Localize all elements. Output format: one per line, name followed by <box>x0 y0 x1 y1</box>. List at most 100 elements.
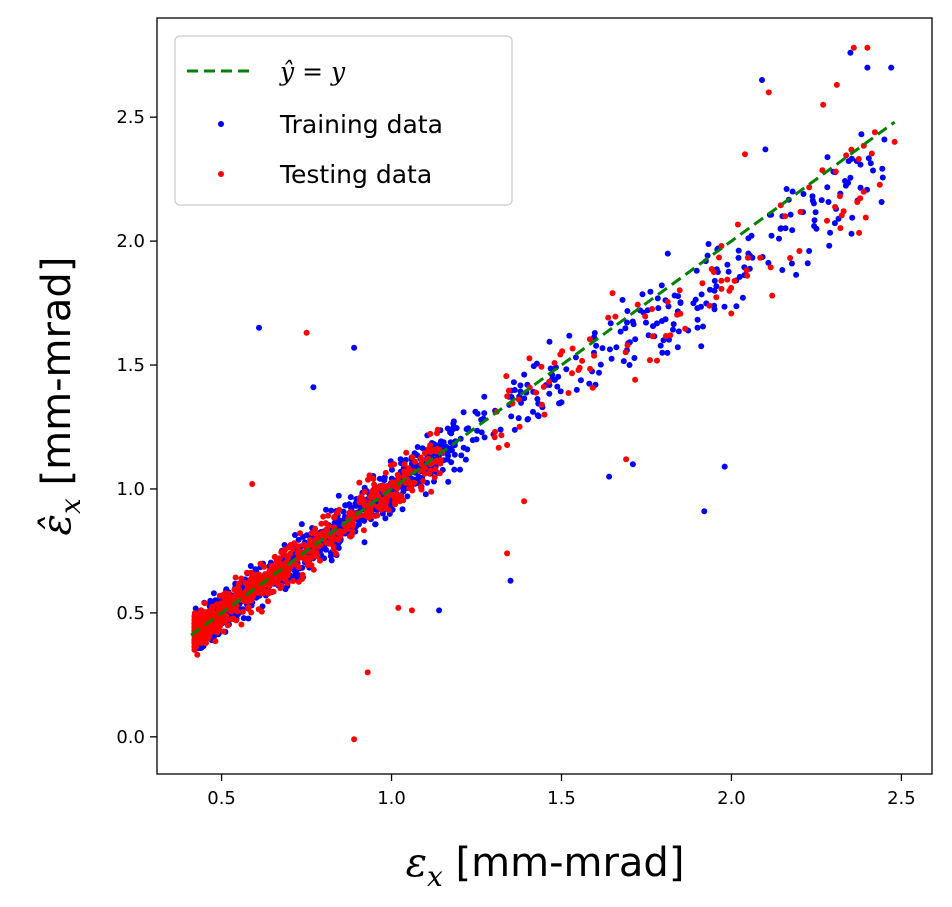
training-point <box>546 338 553 345</box>
testing-point <box>192 644 199 650</box>
testing-point <box>310 566 317 573</box>
testing-point <box>299 571 306 578</box>
training-point <box>813 225 820 232</box>
testing-point <box>331 514 338 521</box>
testing-point <box>392 501 399 508</box>
training-point <box>481 393 488 400</box>
training-point <box>643 319 649 326</box>
training-point <box>335 492 342 499</box>
testing-point <box>265 590 272 597</box>
testing-point <box>505 387 512 394</box>
testing-point <box>400 497 407 504</box>
training-point <box>256 324 262 331</box>
training-point <box>704 252 711 259</box>
training-point <box>735 247 742 254</box>
training-point <box>694 324 701 331</box>
training-point <box>361 539 368 546</box>
training-point <box>292 532 298 538</box>
training-point <box>517 382 524 389</box>
testing-point <box>713 294 720 301</box>
training-point <box>361 517 368 524</box>
testing-point <box>504 442 511 448</box>
training-point <box>252 566 259 573</box>
training-point <box>624 308 631 314</box>
testing-point <box>221 614 228 621</box>
testing-point <box>589 384 596 391</box>
training-point <box>848 155 855 162</box>
testing-point <box>268 562 275 569</box>
testing-point <box>395 495 402 502</box>
legend-testing-label: Testing data <box>279 160 432 189</box>
testing-point <box>228 608 235 615</box>
testing-point <box>667 332 674 339</box>
svg-text:εx [mm-mrad]: εx [mm-mrad] <box>406 840 685 893</box>
training-point <box>460 444 467 451</box>
training-point <box>677 300 684 306</box>
testing-point <box>307 536 314 543</box>
training-point <box>864 64 871 71</box>
testing-point <box>431 474 438 481</box>
axes-frame <box>156 17 933 775</box>
testing-point <box>649 333 656 340</box>
testing-point <box>716 254 722 261</box>
training-point <box>593 342 600 349</box>
training-point <box>510 379 517 386</box>
testing-point <box>224 597 231 604</box>
testing-point <box>516 423 523 430</box>
testing-point <box>225 591 231 598</box>
testing-point <box>491 434 498 441</box>
training-point <box>806 248 813 254</box>
testing-point <box>308 530 315 537</box>
testing-point <box>394 471 401 478</box>
training-point <box>351 344 358 351</box>
testing-point <box>401 461 408 468</box>
testing-point <box>228 616 234 623</box>
testing-point <box>200 634 207 641</box>
x-axis-title-subscript: x <box>427 860 443 893</box>
testing-point <box>245 581 252 588</box>
training-point <box>789 188 796 195</box>
training-point <box>347 494 354 501</box>
training-point <box>462 456 469 463</box>
training-point <box>842 178 848 184</box>
testing-point <box>319 529 326 536</box>
testing-point <box>294 563 301 569</box>
testing-point <box>718 243 725 249</box>
testing-point <box>434 430 440 437</box>
training-point <box>586 380 593 387</box>
testing-point <box>409 487 416 494</box>
testing-point <box>538 363 545 370</box>
y-tick-label: 0.0 <box>116 727 145 748</box>
training-point <box>664 349 671 356</box>
training-point <box>372 521 379 528</box>
testing-point <box>682 325 689 332</box>
training-point <box>631 355 638 361</box>
training-point <box>458 452 465 459</box>
training-point <box>665 303 672 310</box>
testing-point <box>432 448 439 455</box>
testing-point <box>569 370 575 377</box>
x-axis-title: εx [mm-mrad] <box>406 840 685 893</box>
testing-point <box>557 351 564 358</box>
testing-point <box>806 184 813 191</box>
training-point <box>698 291 705 298</box>
testing-point <box>832 204 839 210</box>
training-point <box>824 184 831 191</box>
testing-point <box>433 458 440 465</box>
training-point <box>800 191 807 197</box>
testing-point <box>220 628 227 635</box>
testing-point <box>360 527 367 534</box>
training-point <box>662 316 669 323</box>
testing-point <box>728 310 735 317</box>
testing-point <box>565 390 572 396</box>
training-point <box>240 615 247 622</box>
training-point <box>481 410 488 417</box>
testing-point <box>248 596 255 603</box>
training-point <box>521 371 528 378</box>
training-point <box>619 296 626 303</box>
testing-point <box>368 488 375 495</box>
testing-point <box>575 367 582 373</box>
training-point <box>474 427 481 434</box>
training-point <box>639 291 646 298</box>
testing-point <box>361 488 368 495</box>
